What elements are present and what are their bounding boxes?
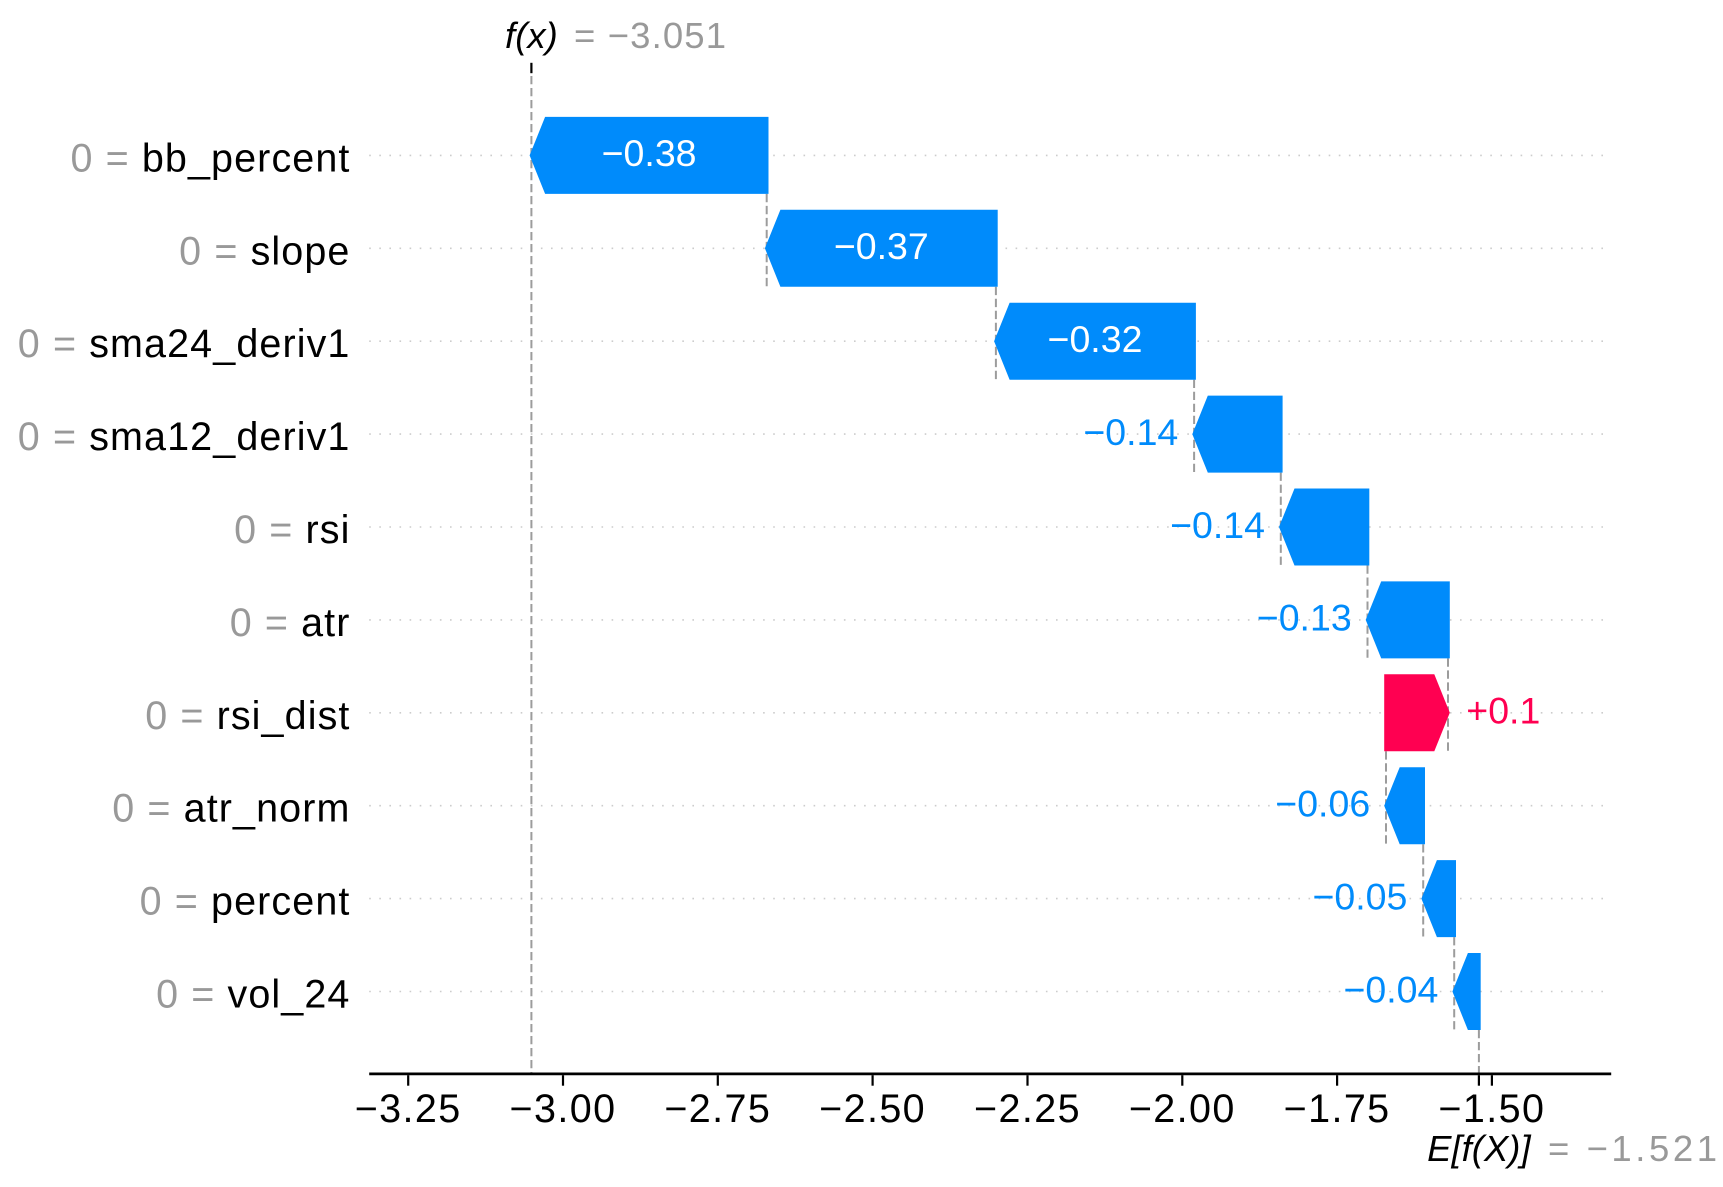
svg-text:−2.50: −2.50 — [819, 1087, 926, 1131]
svg-text:−0.05: −0.05 — [1313, 875, 1408, 917]
svg-text:+0.1: +0.1 — [1466, 690, 1540, 732]
svg-text:0 = rsi_dist: 0 = rsi_dist — [145, 694, 350, 738]
svg-text:−3.00: −3.00 — [510, 1087, 617, 1131]
svg-text:f(x): f(x) — [505, 15, 558, 56]
svg-text:0 = atr_norm: 0 = atr_norm — [112, 787, 350, 831]
svg-text:= −3.051: = −3.051 — [574, 15, 726, 56]
svg-text:−0.13: −0.13 — [1257, 597, 1352, 639]
svg-text:−0.32: −0.32 — [1048, 318, 1143, 360]
svg-text:0 = slope: 0 = slope — [179, 229, 350, 273]
svg-text:−0.37: −0.37 — [834, 225, 929, 267]
svg-text:−2.00: −2.00 — [1129, 1087, 1236, 1131]
svg-text:E[f(X)]: E[f(X)] — [1427, 1128, 1531, 1169]
svg-text:−2.25: −2.25 — [974, 1087, 1081, 1131]
svg-text:0 = sma24_deriv1: 0 = sma24_deriv1 — [18, 322, 351, 366]
svg-text:−1.50: −1.50 — [1438, 1087, 1545, 1131]
svg-text:−0.06: −0.06 — [1275, 783, 1370, 825]
svg-text:−0.14: −0.14 — [1083, 411, 1178, 453]
svg-text:0 = bb_percent: 0 = bb_percent — [70, 136, 350, 180]
svg-text:−1.75: −1.75 — [1284, 1087, 1391, 1131]
svg-text:0 = rsi: 0 = rsi — [234, 508, 350, 552]
svg-text:0 = sma12_deriv1: 0 = sma12_deriv1 — [18, 415, 351, 459]
svg-text:0 = vol_24: 0 = vol_24 — [156, 973, 350, 1017]
svg-text:−3.25: −3.25 — [355, 1087, 462, 1131]
svg-text:−0.38: −0.38 — [602, 132, 697, 174]
svg-text:0 = atr: 0 = atr — [230, 601, 351, 645]
svg-text:0 = percent: 0 = percent — [140, 880, 351, 924]
svg-text:−0.14: −0.14 — [1170, 504, 1265, 546]
svg-text:−2.75: −2.75 — [664, 1087, 771, 1131]
svg-text:−0.04: −0.04 — [1344, 968, 1439, 1010]
